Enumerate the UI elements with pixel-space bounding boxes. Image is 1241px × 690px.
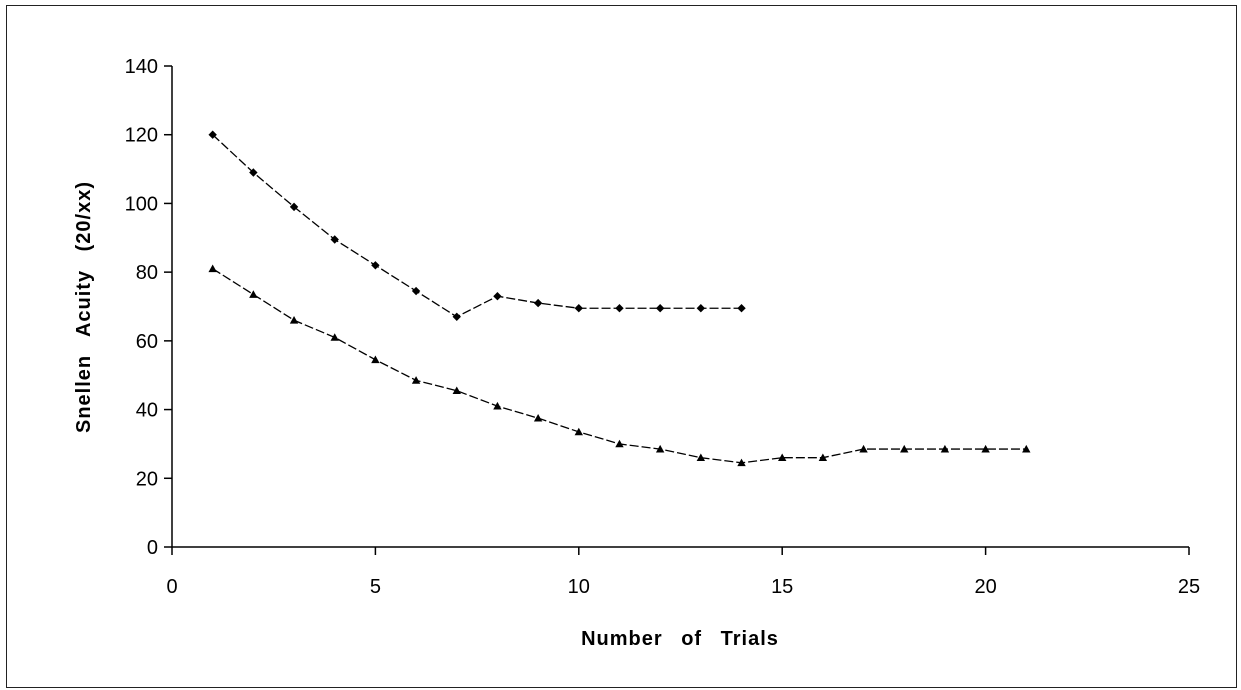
y-axis-title: Snellen Acuity (20/xx) xyxy=(73,181,95,433)
data-point-triangle xyxy=(778,453,787,462)
data-point-diamond xyxy=(289,202,299,212)
data-point-diamond xyxy=(615,304,624,313)
axes: 0 20 40 60 80 100 120 140 0 5 10 15 20 25 xyxy=(125,56,1201,598)
data-point-diamond xyxy=(696,304,706,313)
data-point-triangle xyxy=(249,290,258,298)
data-point-triangle xyxy=(1022,444,1031,453)
series-line xyxy=(212,134,742,318)
data-point-diamond xyxy=(452,312,461,322)
data-point-triangle xyxy=(452,386,461,395)
data-point-triangle xyxy=(533,413,543,422)
y-tick-label: 100 xyxy=(125,193,158,215)
data-point-triangle xyxy=(859,444,868,453)
data-point-diamond xyxy=(655,304,665,313)
x-tick-label: 15 xyxy=(771,576,793,598)
data-point-diamond xyxy=(249,168,258,177)
data-point-triangle xyxy=(737,458,746,467)
y-tick-label: 80 xyxy=(136,262,158,284)
y-tick-label: 60 xyxy=(136,331,158,353)
data-point-triangle xyxy=(411,376,421,384)
data-point-diamond xyxy=(208,130,217,139)
y-tick-label: 120 xyxy=(125,125,158,147)
data-point-triangle xyxy=(818,453,828,462)
data-point-diamond xyxy=(371,261,380,270)
chart-frame xyxy=(6,5,1237,688)
data-point-diamond xyxy=(411,286,421,296)
x-axis-title: Number of Trials xyxy=(581,628,779,650)
data-point-triangle xyxy=(940,444,950,453)
y-tick-label: 0 xyxy=(147,537,158,559)
series-line xyxy=(212,268,1027,464)
data-point-diamond xyxy=(493,291,502,301)
x-tick-label: 5 xyxy=(370,576,381,598)
x-tick-label: 20 xyxy=(974,576,996,598)
y-tick-label: 40 xyxy=(136,400,158,422)
data-point-triangle xyxy=(696,453,706,462)
data-point-triangle xyxy=(655,444,665,453)
data-point-diamond xyxy=(533,298,543,308)
data-point-triangle xyxy=(493,401,502,410)
y-tick-label: 20 xyxy=(136,468,158,490)
data-point-diamond xyxy=(737,304,746,313)
y-tick-label: 140 xyxy=(125,56,158,78)
x-tick-label: 25 xyxy=(1178,576,1200,598)
data-point-diamond xyxy=(330,235,339,244)
data-point-triangle xyxy=(208,264,217,273)
x-tick-label: 10 xyxy=(568,576,590,598)
data-point-diamond xyxy=(574,304,583,313)
series-2 xyxy=(208,264,1031,467)
data-point-triangle xyxy=(900,444,909,453)
data-point-triangle xyxy=(289,316,299,324)
series-layer xyxy=(208,130,1031,467)
series-1 xyxy=(208,130,746,322)
data-point-triangle xyxy=(330,333,339,341)
data-point-triangle xyxy=(981,444,990,453)
data-point-triangle xyxy=(574,427,583,436)
x-tick-label: 0 xyxy=(166,576,177,598)
data-point-triangle xyxy=(615,439,624,448)
data-point-triangle xyxy=(371,355,380,364)
